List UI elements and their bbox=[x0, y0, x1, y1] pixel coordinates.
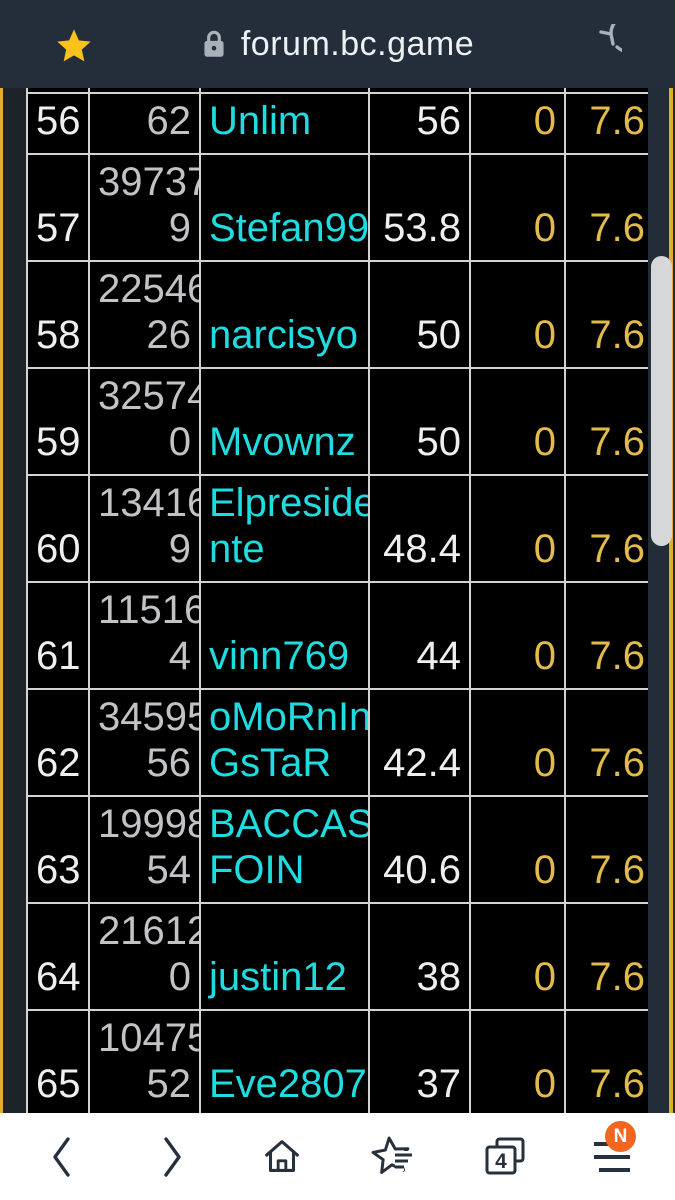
table-row: 65 10475 52 Eve2807 37 0 7.6 bbox=[26, 1009, 655, 1113]
score-cell: 37 bbox=[368, 1009, 471, 1113]
value-cell: 7.6 bbox=[564, 795, 655, 904]
id-cell: 34595 56 bbox=[88, 688, 201, 797]
value-cell: 7.6 bbox=[564, 92, 655, 155]
username-link[interactable]: Unlim bbox=[199, 92, 370, 155]
rank-cell: 56 bbox=[26, 92, 90, 155]
score-cell: 56 bbox=[368, 92, 471, 155]
bookmarks-button[interactable] bbox=[348, 1113, 438, 1200]
id-cell: 2161200 bbox=[88, 902, 201, 1011]
page-left-gutter bbox=[3, 88, 26, 1113]
value-cell: 7.6 bbox=[564, 902, 655, 1011]
username-link[interactable]: Elpreside nte bbox=[199, 474, 370, 583]
value-cell: 0 bbox=[469, 367, 566, 476]
id-cell: 62 bbox=[88, 92, 201, 155]
score-cell: 50 bbox=[368, 260, 471, 369]
tabs-icon: 4 bbox=[485, 1137, 525, 1174]
lock-icon bbox=[204, 30, 224, 57]
url-text: forum.bc.game bbox=[240, 24, 475, 63]
tabs-button[interactable]: 4 bbox=[460, 1113, 550, 1200]
rank-cell: 62 bbox=[26, 688, 90, 797]
notification-badge: N bbox=[605, 1121, 636, 1152]
value-cell: 0 bbox=[469, 1009, 566, 1113]
id-cell: 19998 54 bbox=[88, 795, 201, 904]
username-link[interactable]: oMoRnIn GsTaR bbox=[199, 688, 370, 797]
id-cell: 22546 26 bbox=[88, 260, 201, 369]
value-cell: 7.6 bbox=[564, 260, 655, 369]
username-link[interactable]: justin12 bbox=[199, 902, 370, 1011]
score-cell: 40.6 bbox=[368, 795, 471, 904]
score-cell: 48.4 bbox=[368, 474, 471, 583]
value-cell: 7.6 bbox=[564, 153, 655, 262]
value-cell: 0 bbox=[469, 260, 566, 369]
url-display[interactable]: forum.bc.game bbox=[0, 0, 675, 88]
rank-cell: 60 bbox=[26, 474, 90, 583]
leaderboard-table: 56 62 Unlim 56 0 7.6 57 39737 9 Stefan99 … bbox=[26, 88, 655, 1113]
username-link[interactable]: vinn769 bbox=[199, 581, 370, 690]
value-cell: 7.6 bbox=[564, 474, 655, 583]
value-cell: 7.6 bbox=[564, 1009, 655, 1113]
value-cell: 7.6 bbox=[564, 367, 655, 476]
table-row: 64 2161200 justin12 38 0 7.6 bbox=[26, 902, 655, 1011]
rank-cell: 65 bbox=[26, 1009, 90, 1113]
score-cell: 53.8 bbox=[368, 153, 471, 262]
username-link[interactable]: Eve2807 bbox=[199, 1009, 370, 1113]
value-cell: 0 bbox=[469, 902, 566, 1011]
value-cell: 7.6 bbox=[564, 688, 655, 797]
refresh-icon[interactable] bbox=[576, 24, 622, 70]
rank-cell: 61 bbox=[26, 581, 90, 690]
value-cell: 0 bbox=[469, 795, 566, 904]
browser-toolbar: 4 N bbox=[0, 1113, 675, 1200]
rank-cell: 59 bbox=[26, 367, 90, 476]
value-cell: 0 bbox=[469, 688, 566, 797]
table-row: 57 39737 9 Stefan99 53.8 0 7.6 bbox=[26, 153, 655, 262]
username-link[interactable]: Stefan99 bbox=[199, 153, 370, 262]
value-cell: 0 bbox=[469, 153, 566, 262]
value-cell: 0 bbox=[469, 92, 566, 155]
id-cell: 1151664 bbox=[88, 581, 201, 690]
back-icon bbox=[53, 1136, 70, 1177]
score-cell: 38 bbox=[368, 902, 471, 1011]
forward-icon bbox=[164, 1136, 181, 1177]
rank-cell: 58 bbox=[26, 260, 90, 369]
username-link[interactable]: Mvownz bbox=[199, 367, 370, 476]
table-row: 59 3257410 Mvownz 50 0 7.6 bbox=[26, 367, 655, 476]
table-row: 56 62 Unlim 56 0 7.6 bbox=[26, 92, 655, 155]
username-link[interactable]: BACCASAFOIN bbox=[199, 795, 370, 904]
table-row: 62 34595 56 oMoRnIn GsTaR 42.4 0 7.6 bbox=[26, 688, 655, 797]
rank-cell: 63 bbox=[26, 795, 90, 904]
page-edge-left bbox=[0, 88, 3, 1113]
bookmarks-star-icon bbox=[371, 1136, 412, 1174]
score-cell: 42.4 bbox=[368, 688, 471, 797]
home-button[interactable] bbox=[237, 1113, 327, 1200]
home-icon bbox=[265, 1139, 299, 1172]
id-cell: 10475 52 bbox=[88, 1009, 201, 1113]
badge-text: N bbox=[613, 1125, 628, 1147]
page-content: 56 62 Unlim 56 0 7.6 57 39737 9 Stefan99 … bbox=[0, 88, 675, 1113]
value-cell: 0 bbox=[469, 474, 566, 583]
id-cell: 1341659 bbox=[88, 474, 201, 583]
scrollbar-thumb[interactable] bbox=[651, 256, 672, 546]
value-cell: 7.6 bbox=[564, 581, 655, 690]
table-row-clipped bbox=[26, 88, 655, 94]
score-cell: 50 bbox=[368, 367, 471, 476]
browser-address-bar: forum.bc.game bbox=[0, 0, 675, 88]
value-cell: 0 bbox=[469, 581, 566, 690]
table-row: 58 22546 26 narcisyo 50 0 7.6 bbox=[26, 260, 655, 369]
rank-cell: 57 bbox=[26, 153, 90, 262]
username-link[interactable]: narcisyo bbox=[199, 260, 370, 369]
score-cell: 44 bbox=[368, 581, 471, 690]
page-edge-right bbox=[669, 88, 673, 1113]
favorite-star-icon[interactable] bbox=[54, 26, 94, 66]
id-cell: 3257410 bbox=[88, 367, 201, 476]
table-row: 61 1151664 vinn769 44 0 7.6 bbox=[26, 581, 655, 690]
id-cell: 39737 9 bbox=[88, 153, 201, 262]
rank-cell: 64 bbox=[26, 902, 90, 1011]
forward-button[interactable] bbox=[127, 1113, 217, 1200]
tab-count: 4 bbox=[495, 1150, 507, 1173]
back-button[interactable] bbox=[17, 1113, 107, 1200]
